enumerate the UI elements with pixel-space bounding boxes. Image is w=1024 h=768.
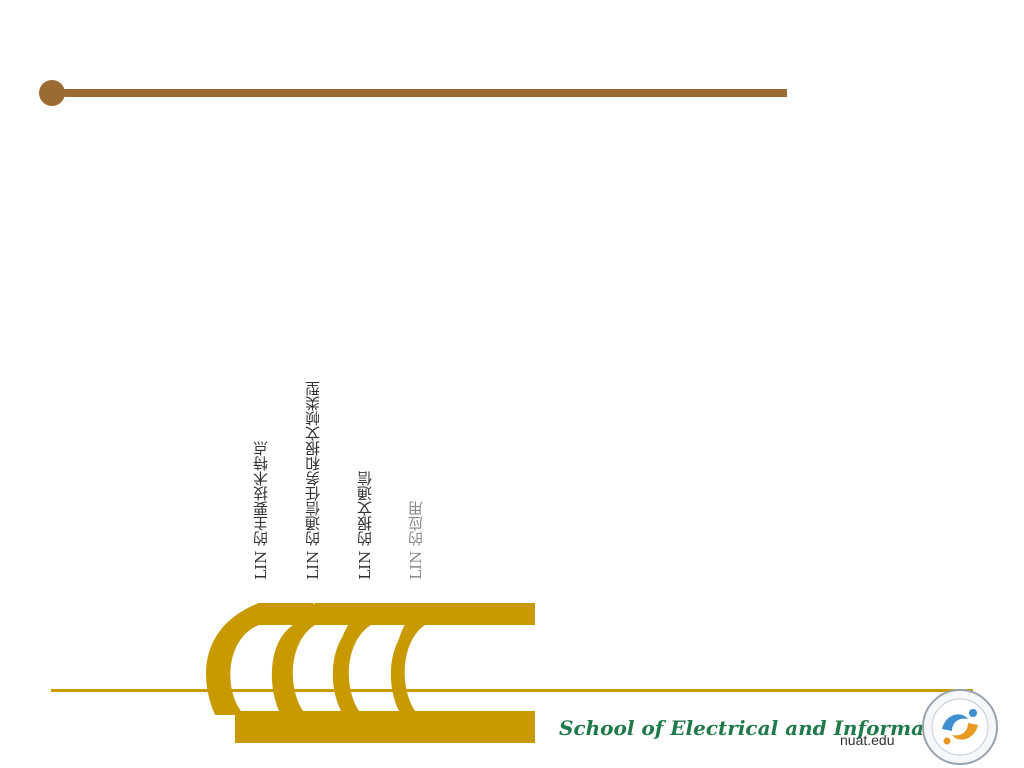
school-name: School of Electrical and Information [559,716,969,740]
stacked-arches-icon [205,603,535,743]
menu-item-message-comm[interactable]: LIN 的报文通信 [356,471,374,580]
footer-rule [51,689,973,692]
school-emblem-icon [922,689,998,765]
menu-item-tech-features[interactable]: LIN 的主要技术特点 [252,441,270,580]
menu-item-frame-types[interactable]: LIN 的通信任务和报文帧类型 [304,381,322,580]
domain-label: nuat.edu [840,732,895,748]
menu-item-applications[interactable]: LIN 的应用 [407,501,425,580]
header-rule [52,89,787,97]
